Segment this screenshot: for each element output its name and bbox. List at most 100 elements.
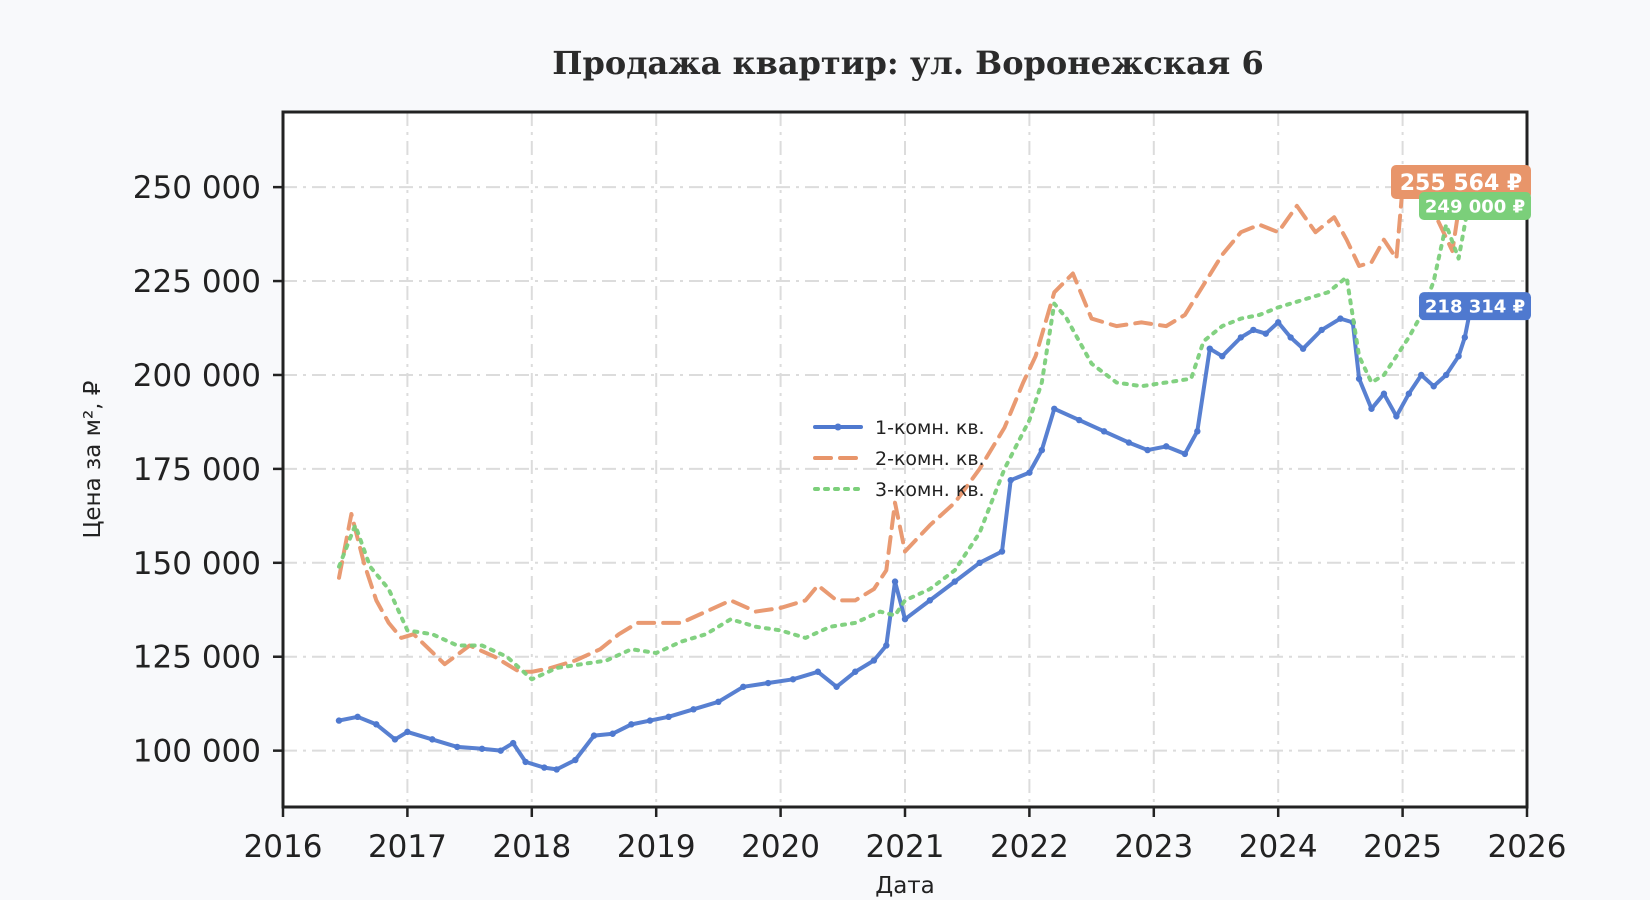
data-point: [665, 713, 672, 721]
data-point: [883, 642, 890, 649]
data-point: [951, 578, 958, 585]
series-line-3: [337, 188, 1473, 682]
data-point: [1455, 352, 1462, 360]
data-point: [509, 739, 517, 747]
x-tick-label: 2017: [368, 829, 447, 865]
data-point: [1250, 326, 1257, 334]
data-point: [1461, 334, 1469, 341]
x-tick-label: 2021: [866, 829, 945, 865]
data-point: [497, 747, 504, 754]
legend-item-3: 3-комн. кв.: [813, 479, 985, 501]
data-point: [926, 597, 934, 604]
y-tick-label: 100 000: [133, 734, 261, 770]
data-point: [1442, 371, 1450, 379]
y-tick-label: 250 000: [133, 170, 261, 206]
x-tick-label: 2022: [990, 829, 1069, 865]
data-point: [764, 679, 772, 687]
y-tick-label: 150 000: [133, 546, 261, 582]
data-point: [740, 683, 747, 690]
x-tick-label: 2024: [1239, 829, 1318, 865]
y-axis-label: Цена за м², ₽: [80, 381, 106, 539]
data-point: [814, 668, 822, 675]
data-point: [1038, 446, 1046, 454]
data-point: [1275, 319, 1282, 326]
data-point: [1287, 334, 1294, 341]
x-tick-label: 2016: [244, 829, 323, 865]
data-point: [1051, 405, 1058, 412]
legend: 1-комн. кв. 2-комн. кв. 3-комн. кв.: [813, 417, 985, 501]
data-point: [1181, 450, 1189, 458]
x-tick-label: 2026: [1488, 829, 1567, 865]
y-tick-label: 125 000: [133, 640, 261, 676]
data-point: [1163, 443, 1170, 450]
data-point: [833, 683, 840, 690]
data-point: [715, 698, 722, 706]
data-point: [1393, 413, 1400, 420]
data-point: [646, 717, 654, 724]
x-tick-label: 2018: [492, 829, 571, 865]
last-value-labels: 255 564 ₽249 000 ₽ 218 314 ₽: [1391, 165, 1531, 321]
data-point: [1219, 352, 1226, 360]
data-point: [429, 736, 436, 743]
legend-item-1: 1-комн. кв.: [813, 417, 985, 439]
data-point: [1337, 315, 1344, 322]
x-tick-label: 2019: [617, 829, 696, 865]
legend-label: 3-комн. кв.: [875, 479, 985, 501]
data-point: [1368, 405, 1375, 412]
data-point: [1262, 330, 1269, 337]
x-tick-label: 2025: [1363, 829, 1442, 865]
data-point: [478, 745, 486, 752]
data-point: [572, 756, 579, 764]
y-tick-label: 200 000: [133, 358, 261, 394]
data-point: [1318, 326, 1325, 334]
last-value-badge-3: 249 000 ₽: [1419, 192, 1531, 220]
data-point: [1007, 476, 1014, 484]
data-point: [1380, 390, 1388, 397]
data-point: [590, 732, 598, 739]
data-point: [1026, 469, 1033, 476]
x-tick-label: 2020: [741, 829, 820, 865]
data-point: [391, 736, 399, 743]
data-point: [852, 668, 859, 675]
data-point: [1237, 334, 1245, 341]
data-point: [373, 721, 380, 728]
series-3: [337, 188, 1473, 682]
y-tick-label: 175 000: [133, 452, 261, 488]
y-axis: 100 000 125 000 150 000 175 000 200 000 225 0…: [133, 170, 283, 770]
x-tick-label: 2023: [1114, 829, 1193, 865]
data-point: [1418, 371, 1425, 379]
data-point: [1206, 345, 1213, 352]
data-point: [976, 559, 983, 567]
data-point: [628, 721, 635, 728]
data-point: [553, 766, 560, 773]
last-value-label: 255 564 ₽: [1400, 171, 1522, 196]
data-point: [901, 615, 909, 623]
data-point: [998, 548, 1006, 555]
data-point: [354, 713, 361, 721]
data-point: [1405, 390, 1413, 397]
data-point: [690, 706, 697, 713]
last-value-badge-1: 218 314 ₽: [1419, 292, 1531, 321]
data-point: [335, 717, 343, 724]
x-axis: 2016 2017 2018 2019 2020 2021 2022 2023 2024 2025…: [244, 807, 1567, 865]
data-point: [1125, 439, 1133, 446]
data-point: [1355, 375, 1363, 382]
last-value-badge-2: 255 564 ₽: [1391, 165, 1531, 199]
data-point: [1075, 416, 1083, 424]
legend-item-2: 2-комн. кв.: [813, 448, 985, 470]
data-point: [609, 730, 616, 737]
data-point: [1144, 446, 1151, 454]
data-point: [1194, 428, 1201, 435]
chart-title: Продажа квартир: ул. Воронежская 6: [552, 44, 1263, 82]
last-value-label: 249 000 ₽: [1425, 196, 1525, 217]
data-point: [891, 578, 899, 585]
data-point: [404, 728, 411, 736]
data-point: [870, 657, 878, 664]
data-point: [522, 758, 529, 766]
data-point: [1430, 383, 1437, 390]
data-point: [1299, 345, 1307, 352]
data-point: [541, 764, 548, 771]
data-point: [1100, 428, 1108, 435]
last-value-label: 218 314 ₽: [1425, 297, 1525, 318]
